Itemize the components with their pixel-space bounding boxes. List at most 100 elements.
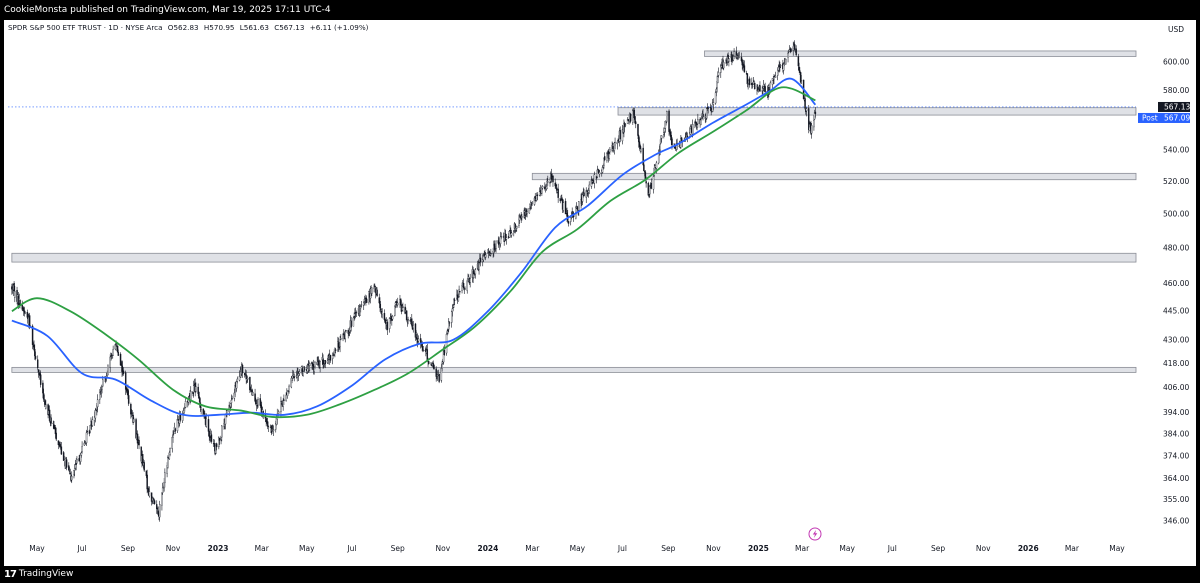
candle-body-213 [230, 399, 233, 404]
candle-body-334 [355, 312, 358, 314]
candle-body-711 [746, 73, 749, 85]
candle-body-456 [482, 256, 485, 261]
candle-body-394 [417, 338, 420, 342]
symbol-open: O562.83 [167, 23, 199, 32]
candle-body-383 [406, 321, 409, 323]
candle-body-99 [112, 349, 114, 356]
candle-body-339 [360, 304, 363, 306]
candle-body-190 [207, 419, 210, 432]
candle-body-522 [550, 173, 553, 180]
candle-body-602 [633, 110, 636, 119]
candle-body-769 [805, 108, 808, 112]
candle-body-569 [598, 172, 601, 175]
candle-body-398 [422, 346, 424, 350]
candle-body-219 [236, 378, 239, 382]
event-marker[interactable] [808, 527, 822, 541]
candle-body-196 [213, 443, 216, 447]
candle-body-414 [438, 373, 440, 382]
candle-body-402 [426, 349, 429, 362]
x-tick-label: Sep [121, 544, 135, 553]
candle-body-506 [534, 195, 536, 202]
symbol-name: SPDR S&P 500 ETF TRUST · 1D · NYSE Arca [8, 23, 163, 32]
candle-body-351 [374, 286, 376, 288]
candle-body-59 [71, 475, 73, 481]
post-price-badge [1138, 112, 1190, 123]
candle-body-139 [153, 500, 156, 504]
candle-body-234 [252, 391, 254, 396]
candle-body-754 [790, 48, 792, 52]
candle-body-249 [267, 425, 270, 427]
candle-body-73 [85, 432, 88, 443]
candle-body-23 [34, 349, 36, 357]
footer: 17 TradingView [4, 566, 73, 583]
candle-body-499 [526, 211, 528, 214]
candle-body-265 [285, 394, 287, 401]
candle-body-615 [647, 182, 650, 196]
candle-body-364 [386, 321, 389, 331]
candle-body-433 [458, 289, 460, 297]
candle-body-56 [68, 470, 71, 472]
candle-body-698 [732, 56, 735, 61]
candle-body-654 [686, 135, 689, 137]
x-tick-label: Sep [391, 544, 405, 553]
y-tick-label: 418.00 [1163, 359, 1189, 368]
candle-body-62 [74, 464, 77, 469]
candle-body-103 [116, 345, 119, 353]
candle-body-370 [394, 305, 396, 316]
candle-body-484 [510, 232, 513, 236]
candle-body-574 [603, 156, 606, 161]
x-tick-label: Nov [976, 544, 991, 553]
candle-body-509 [536, 194, 539, 196]
candle-body-534 [562, 202, 565, 211]
candle-body-30 [42, 382, 44, 394]
candle-body-617 [649, 186, 651, 195]
candle-body-631 [663, 128, 666, 133]
candle-body-89 [102, 379, 104, 387]
candle-body-317 [338, 347, 341, 349]
candle-body-323 [344, 331, 346, 339]
candle-body-744 [779, 65, 782, 67]
candle-body-230 [249, 376, 251, 391]
candle-body-629 [660, 135, 663, 139]
y-tick-label: 364.00 [1163, 474, 1189, 483]
candle-body-489 [516, 225, 518, 229]
candle-body-535 [564, 201, 567, 215]
candle-body-438 [463, 289, 465, 291]
candle-body-330 [352, 317, 355, 327]
candle-body-469 [495, 240, 497, 249]
candle-body-610 [642, 147, 644, 166]
candle-body-349 [371, 287, 373, 294]
x-tick-label: Nov [436, 544, 451, 553]
y-tick-label: 480.00 [1163, 244, 1189, 253]
candle-body-739 [774, 75, 777, 78]
symbol-legend[interactable]: SPDR S&P 500 ETF TRUST · 1D · NYSE Arca … [8, 22, 371, 34]
candle-body-675 [709, 106, 712, 108]
candle-body-41 [53, 424, 55, 429]
candle-body-524 [552, 175, 554, 183]
candle-body-740 [776, 69, 779, 76]
candle-body-479 [505, 237, 508, 240]
candle-body-504 [531, 203, 534, 206]
candle-body-376 [399, 298, 402, 306]
candle-body-566 [596, 169, 599, 178]
x-tick-label: May [299, 544, 315, 553]
x-tick-label: Nov [166, 544, 181, 553]
candle-body-85 [99, 392, 101, 400]
zone-3 [11, 252, 1137, 263]
candle-body-409 [433, 364, 435, 370]
candle-body-585 [616, 141, 619, 145]
y-tick-label: 580.00 [1163, 86, 1189, 95]
candle-body-299 [319, 361, 321, 368]
candle-body-310 [331, 355, 334, 359]
x-tick-label: 2024 [477, 544, 498, 553]
candle-body-105 [119, 353, 122, 366]
candle-body-719 [754, 82, 756, 90]
candle-body-9 [19, 299, 21, 305]
candle-body-432 [457, 297, 460, 302]
candle-body-387 [411, 318, 413, 326]
candle-body-595 [626, 119, 629, 125]
candle-body-255 [275, 423, 277, 430]
candle-body-474 [500, 236, 502, 238]
zone-1 [617, 107, 1137, 116]
